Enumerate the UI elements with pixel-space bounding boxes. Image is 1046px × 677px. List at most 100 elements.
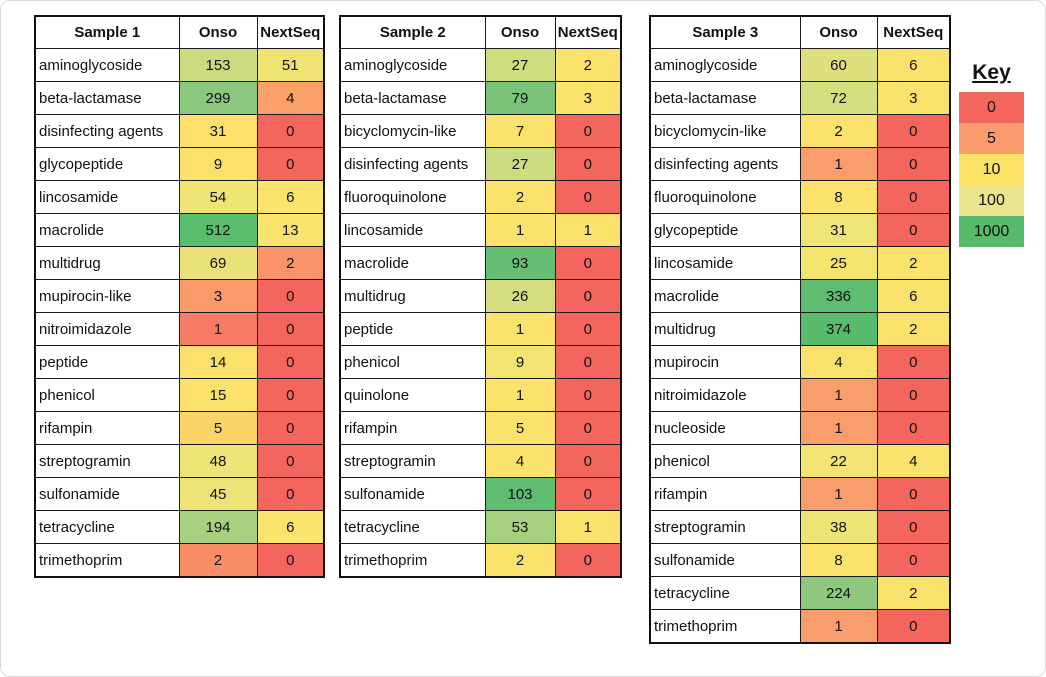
nextseq-value-cell: 6 [256, 180, 325, 214]
nextseq-value-cell: 0 [554, 444, 622, 478]
drug-class-label: rifampin [339, 411, 486, 445]
onso-value-cell: 45 [178, 477, 258, 511]
nextseq-value-cell: 6 [876, 48, 951, 82]
nextseq-value-cell: 2 [876, 246, 951, 280]
table-row: disinfecting agents 1 0 [649, 147, 951, 181]
column-header-nextseq: NextSeq [256, 15, 325, 49]
table-row: bicyclomycin-like 2 0 [649, 114, 951, 148]
onso-value-cell: 2 [484, 180, 556, 214]
table-row: tetracycline 224 2 [649, 576, 951, 610]
onso-value-cell: 374 [799, 312, 878, 346]
drug-class-label: glycopeptide [34, 147, 180, 181]
table-row: trimethoprim 1 0 [649, 609, 951, 644]
onso-value-cell: 336 [799, 279, 878, 313]
column-header-nextseq: NextSeq [554, 15, 622, 49]
nextseq-value-cell: 0 [256, 378, 325, 412]
key-stop: 5 [959, 123, 1024, 154]
onso-value-cell: 22 [799, 444, 878, 478]
nextseq-value-cell: 0 [554, 345, 622, 379]
onso-value-cell: 9 [178, 147, 258, 181]
drug-class-label: peptide [339, 312, 486, 346]
sample1-table: Sample 1 Onso NextSeq aminoglycoside 153 5… [34, 15, 325, 578]
table-row: multidrug 26 0 [339, 279, 622, 313]
onso-value-cell: 1 [799, 477, 878, 511]
table-row: sulfonamide 45 0 [34, 477, 325, 511]
nextseq-value-cell: 0 [876, 411, 951, 445]
onso-value-cell: 224 [799, 576, 878, 610]
drug-class-label: multidrug [649, 312, 801, 346]
nextseq-value-cell: 0 [554, 543, 622, 578]
nextseq-value-cell: 0 [876, 609, 951, 644]
nextseq-value-cell: 1 [554, 213, 622, 247]
onso-value-cell: 31 [178, 114, 258, 148]
drug-class-label: tetracycline [34, 510, 180, 544]
table-row: peptide 14 0 [34, 345, 325, 379]
table-row: lincosamide 1 1 [339, 213, 622, 247]
key-stop: 1000 [959, 216, 1024, 247]
table-title: Sample 2 [339, 15, 486, 49]
nextseq-value-cell: 2 [256, 246, 325, 280]
nextseq-value-cell: 13 [256, 213, 325, 247]
nextseq-value-cell: 4 [256, 81, 325, 115]
drug-class-label: disinfecting agents [339, 147, 486, 181]
drug-class-label: peptide [34, 345, 180, 379]
onso-value-cell: 512 [178, 213, 258, 247]
drug-class-label: quinolone [339, 378, 486, 412]
table-row: phenicol 15 0 [34, 378, 325, 412]
drug-class-label: nitroimidazole [649, 378, 801, 412]
nextseq-value-cell: 0 [876, 345, 951, 379]
table-row: macrolide 93 0 [339, 246, 622, 280]
onso-value-cell: 25 [799, 246, 878, 280]
nextseq-value-cell: 3 [554, 81, 622, 115]
nextseq-value-cell: 0 [554, 477, 622, 511]
onso-value-cell: 48 [178, 444, 258, 478]
table-title: Sample 3 [649, 15, 801, 49]
table-row: fluoroquinolone 8 0 [649, 180, 951, 214]
onso-value-cell: 54 [178, 180, 258, 214]
table-row: rifampin 5 0 [34, 411, 325, 445]
onso-value-cell: 1 [799, 378, 878, 412]
onso-value-cell: 60 [799, 48, 878, 82]
drug-class-label: lincosamide [34, 180, 180, 214]
onso-value-cell: 1 [799, 609, 878, 644]
table-row: trimethoprim 2 0 [34, 543, 325, 578]
nextseq-value-cell: 2 [554, 48, 622, 82]
drug-class-label: mupirocin [649, 345, 801, 379]
drug-class-label: sulfonamide [649, 543, 801, 577]
nextseq-value-cell: 2 [876, 576, 951, 610]
drug-class-label: beta-lactamase [34, 81, 180, 115]
nextseq-value-cell: 0 [554, 246, 622, 280]
onso-value-cell: 1 [178, 312, 258, 346]
table-row: tetracycline 53 1 [339, 510, 622, 544]
drug-class-label: trimethoprim [339, 543, 486, 578]
onso-value-cell: 4 [799, 345, 878, 379]
nextseq-value-cell: 0 [256, 312, 325, 346]
nextseq-value-cell: 1 [554, 510, 622, 544]
nextseq-value-cell: 0 [256, 543, 325, 578]
onso-value-cell: 1 [484, 213, 556, 247]
table-header-row: Sample 2 Onso NextSeq [339, 15, 622, 49]
table-row: nucleoside 1 0 [649, 411, 951, 445]
drug-class-label: phenicol [649, 444, 801, 478]
drug-class-label: phenicol [339, 345, 486, 379]
drug-class-label: aminoglycoside [339, 48, 486, 82]
drug-class-label: phenicol [34, 378, 180, 412]
onso-value-cell: 1 [484, 312, 556, 346]
key-title: Key [972, 61, 1011, 84]
drug-class-label: beta-lactamase [649, 81, 801, 115]
onso-value-cell: 53 [484, 510, 556, 544]
drug-class-label: streptogramin [649, 510, 801, 544]
onso-value-cell: 93 [484, 246, 556, 280]
onso-value-cell: 4 [484, 444, 556, 478]
table-header-row: Sample 3 Onso NextSeq [649, 15, 951, 49]
onso-value-cell: 299 [178, 81, 258, 115]
key-stop: 100 [959, 185, 1024, 216]
table-row: sulfonamide 8 0 [649, 543, 951, 577]
table-row: streptogramin 48 0 [34, 444, 325, 478]
nextseq-value-cell: 0 [256, 444, 325, 478]
onso-value-cell: 79 [484, 81, 556, 115]
onso-value-cell: 27 [484, 147, 556, 181]
table-row: aminoglycoside 153 51 [34, 48, 325, 82]
onso-value-cell: 5 [178, 411, 258, 445]
drug-class-label: macrolide [34, 213, 180, 247]
